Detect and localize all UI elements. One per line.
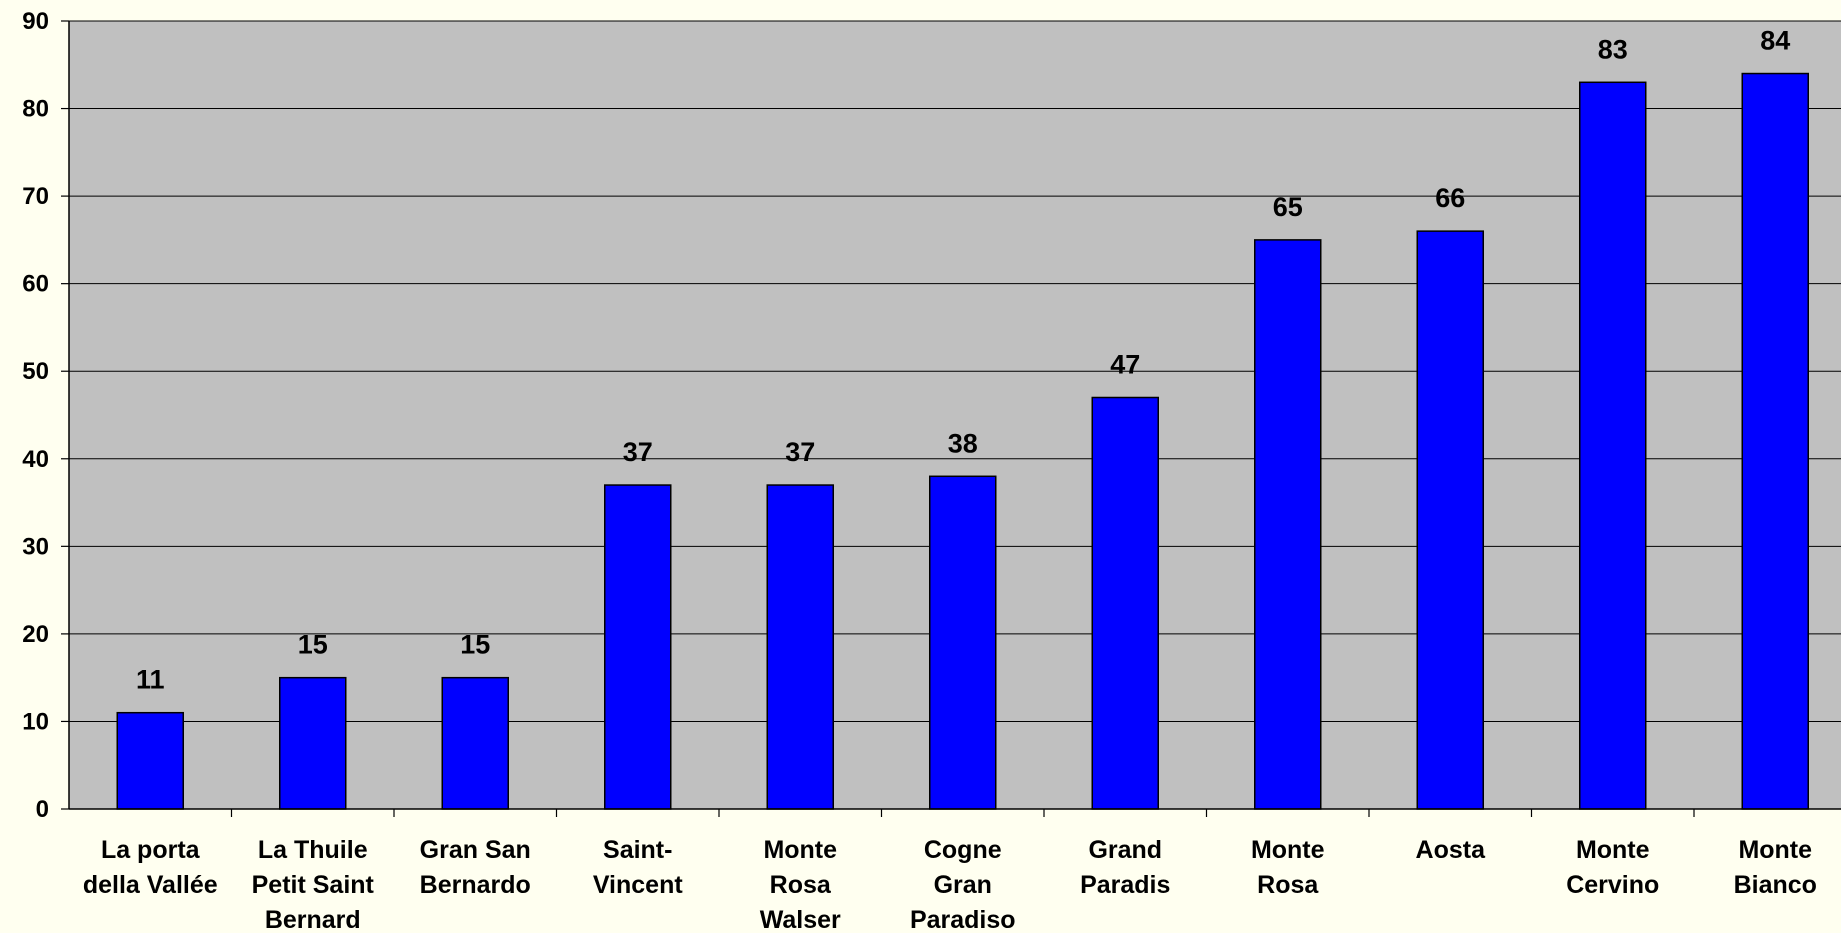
y-tick-label: 20 <box>22 621 49 648</box>
data-label: 66 <box>1435 183 1465 213</box>
x-tick-label: La Thuile Petit Saint Bernard <box>252 836 375 933</box>
bar <box>766 484 834 810</box>
bar <box>604 484 672 810</box>
data-label: 47 <box>1110 349 1140 379</box>
x-tick-label: Monte Rosa Walser <box>760 836 841 933</box>
bar <box>929 475 997 810</box>
data-label: 38 <box>948 428 978 458</box>
y-tick-label: 80 <box>22 96 49 123</box>
x-tick-label: La porta della Vallée <box>83 836 218 899</box>
x-tick-label: Gran San Bernardo <box>420 836 531 899</box>
y-axis-ticks: 0 10 20 30 40 50 60 70 80 90 <box>22 8 69 823</box>
y-tick-label: 70 <box>22 183 49 210</box>
bar <box>1416 230 1484 810</box>
bar <box>1579 81 1647 810</box>
data-label: 11 <box>136 665 165 695</box>
bar <box>1741 72 1809 810</box>
bars <box>116 72 1809 810</box>
data-label: 65 <box>1273 192 1303 222</box>
bar <box>1254 239 1322 810</box>
y-tick-label: 90 <box>22 8 49 35</box>
y-tick-label: 60 <box>22 271 49 298</box>
y-tick-label: 40 <box>22 446 49 473</box>
y-tick-label: 0 <box>36 796 49 823</box>
x-axis <box>68 21 1841 817</box>
bar <box>441 676 509 810</box>
data-label: 15 <box>298 630 328 660</box>
x-tick-label: Monte Bianco <box>1734 836 1817 899</box>
x-tick-label: Grand Paradis <box>1080 836 1170 899</box>
x-tick-label: Monte Rosa <box>1251 836 1325 899</box>
data-label: 37 <box>785 437 815 467</box>
x-tick-label: Aosta <box>1416 836 1487 864</box>
data-label: 37 <box>623 437 653 467</box>
x-axis-categories: La porta della Vallée La Thuile Petit Saint… <box>83 836 1817 933</box>
data-label: 83 <box>1598 34 1628 64</box>
data-label: 84 <box>1760 26 1790 56</box>
y-tick-label: 30 <box>22 533 49 560</box>
y-tick-label: 50 <box>22 358 49 385</box>
data-labels: 11 15 15 37 37 38 47 65 66 83 84 <box>136 26 1790 695</box>
bar <box>279 676 347 810</box>
bar <box>116 711 184 810</box>
x-tick-label: Saint-Vincent <box>593 836 684 899</box>
y-tick-label: 10 <box>22 708 49 735</box>
x-tick-label: Monte Cervino <box>1566 836 1659 899</box>
data-label: 15 <box>460 630 490 660</box>
bar <box>1091 396 1159 810</box>
x-tick-label: Cogne Gran Paradiso <box>910 836 1016 933</box>
